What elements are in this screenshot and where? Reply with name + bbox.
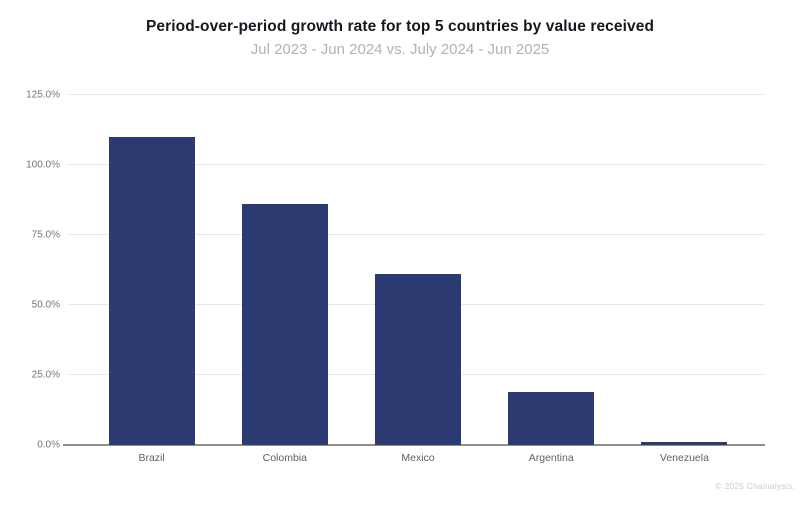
bar-brazil — [108, 137, 195, 445]
x-label-venezuela: Venezuela — [659, 452, 709, 464]
x-label-mexico: Mexico — [401, 452, 435, 464]
bar-slot — [485, 95, 618, 445]
chart-subtitle: Jul 2023 - Jun 2024 vs. July 2024 - Jun … — [250, 41, 550, 58]
chart-title: Period-over-period growth rate for top 5… — [145, 18, 655, 35]
bar-argentina — [508, 391, 595, 445]
bar-colombia — [241, 204, 328, 445]
bar-slot — [618, 95, 751, 445]
chart-header: Period-over-period growth rate for top 5… — [0, 0, 800, 58]
gridline — [68, 234, 765, 235]
copyright-text: © 2025 Chainalysis. — [715, 481, 795, 491]
bar-slot — [351, 95, 484, 445]
gridline — [68, 164, 765, 165]
y-tick-label: 100.0% — [26, 159, 60, 171]
y-tick-label: 50.0% — [31, 299, 60, 311]
bar-venezuela — [641, 442, 728, 445]
bar-slot — [218, 95, 351, 445]
bar-mexico — [375, 274, 461, 445]
x-axis-line — [63, 444, 765, 446]
plot-area — [63, 94, 765, 446]
x-label-argentina: Argentina — [528, 452, 574, 464]
y-tick-label: 125.0% — [26, 89, 60, 101]
bar-series — [85, 95, 751, 445]
y-tick-label: 0.0% — [37, 439, 60, 451]
y-tick-label: 75.0% — [31, 229, 60, 241]
x-label-brazil: Brazil — [138, 452, 165, 464]
x-axis-labels: Brazil Colombia Mexico Argentina Venezuela — [85, 452, 751, 464]
y-tick-label: 25.0% — [31, 369, 60, 381]
x-label-colombia: Colombia — [262, 452, 307, 464]
gridline — [68, 94, 765, 95]
bar-slot — [85, 95, 218, 445]
y-axis: 0.0% 25.0% 50.0% 75.0% 100.0% 125.0% — [0, 90, 60, 451]
